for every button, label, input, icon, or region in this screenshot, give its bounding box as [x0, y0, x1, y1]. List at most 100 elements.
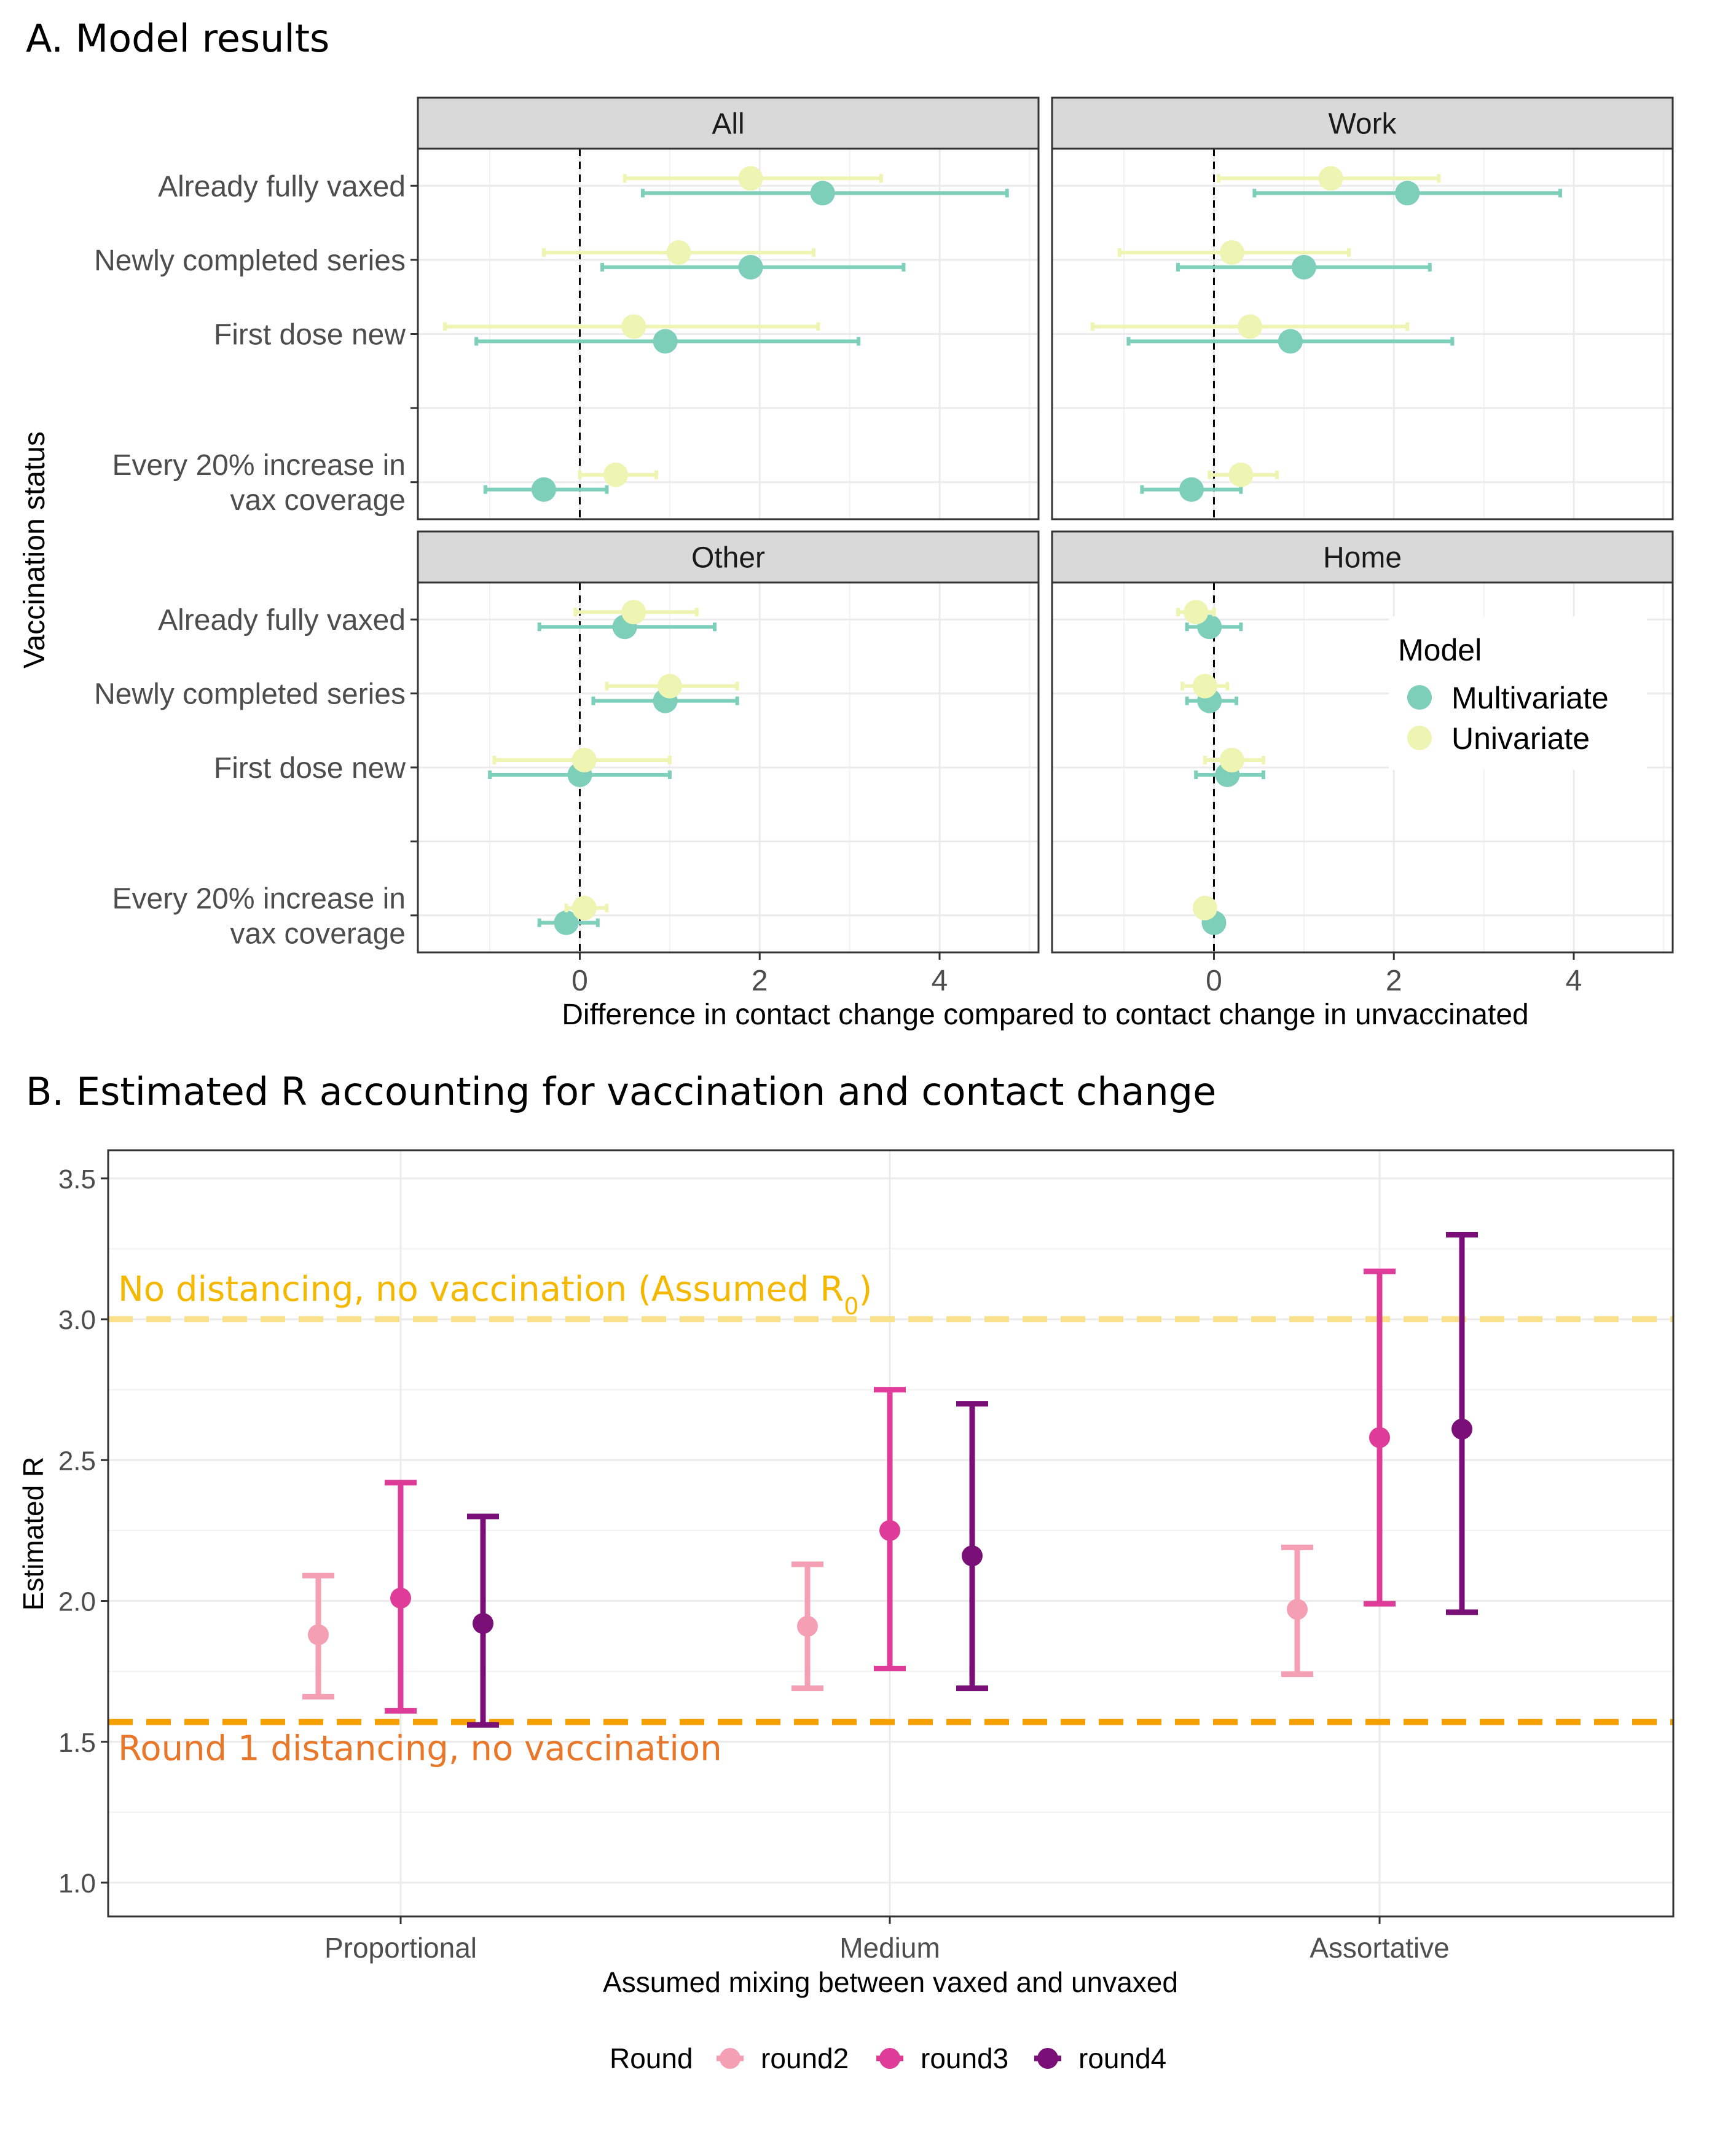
facet-border: [1051, 581, 1674, 954]
reference-line-label: Round 1 distancing, no vaccination: [118, 1729, 722, 1769]
point-multivariate: [531, 477, 556, 502]
point-multivariate: [1291, 254, 1316, 280]
legend-label: round3: [921, 2042, 1008, 2074]
label-subscript: 0: [844, 1293, 858, 1320]
x-tick-label: 4: [932, 965, 948, 997]
y-tick-label: 1.0: [58, 1869, 96, 1899]
legend-background: [1389, 616, 1647, 770]
x-tick-label: 0: [571, 965, 588, 997]
y-tick-label: vax coverage: [230, 917, 406, 950]
legend-key-point: [1407, 685, 1432, 710]
facet-strip: [1051, 96, 1674, 150]
legend-key-point: [720, 2048, 740, 2069]
x-tick-label: Proportional: [324, 1932, 477, 1964]
point-univariate: [1228, 462, 1254, 487]
y-tick-label: First dose new: [214, 752, 406, 785]
point-univariate: [738, 166, 763, 191]
y-tick-label: 3.5: [58, 1164, 96, 1194]
errorbar-point: [962, 1545, 983, 1567]
point-univariate: [666, 240, 691, 265]
legend-key-point: [1407, 726, 1432, 750]
errorbar-point: [1287, 1599, 1308, 1620]
legend-key-point: [1037, 2048, 1058, 2069]
facet-strip: [417, 530, 1040, 584]
y-tick-label: 3.0: [58, 1305, 96, 1335]
x-tick-label: Assortative: [1310, 1932, 1450, 1964]
errorbar-round4: [956, 1401, 988, 1692]
y-tick-label: First dose new: [214, 319, 406, 351]
point-multivariate: [810, 181, 835, 206]
y-tick-label: Every 20% increase in: [112, 449, 406, 482]
y-tick-label: Already fully vaxed: [158, 604, 406, 637]
legend-label: round2: [761, 2042, 849, 2074]
legend-key-point: [879, 2048, 900, 2069]
errorbar-point: [390, 1587, 411, 1609]
point-univariate: [657, 673, 682, 699]
errorbar-point: [1369, 1427, 1390, 1448]
point-univariate: [621, 314, 646, 339]
y-tick-label: 2.0: [58, 1587, 96, 1617]
y-tick-label: Newly completed series: [94, 245, 406, 277]
errorbar-round4: [1446, 1232, 1478, 1615]
x-tick-label: 2: [1386, 965, 1402, 997]
x-tick-label: 4: [1566, 965, 1582, 997]
errorbar-round3: [874, 1387, 906, 1672]
y-tick-label: 2.5: [58, 1446, 96, 1476]
point-univariate: [621, 600, 646, 625]
panel-a-title: A. Model results: [26, 16, 329, 61]
point-univariate: [571, 895, 597, 920]
x-axis-title: Assumed mixing between vaxed and unvaxed: [603, 1966, 1178, 1998]
y-tick-label: vax coverage: [230, 484, 406, 517]
facet-border: [1051, 147, 1674, 520]
errorbar-round2: [1281, 1544, 1313, 1677]
x-tick-label: 2: [752, 965, 768, 997]
point-univariate: [1318, 166, 1343, 191]
legend-title: Round: [610, 2042, 693, 2074]
facet-strip-label: All: [712, 108, 744, 141]
point-multivariate: [653, 329, 678, 354]
errorbar-point: [473, 1613, 493, 1634]
y-axis-title: Estimated R: [17, 1457, 49, 1611]
errorbar-point: [879, 1520, 900, 1541]
facet-strip: [417, 96, 1040, 150]
legend: Round round2 round3 round4: [610, 2042, 1166, 2074]
panel-b-r-estimates: No distancing, no vaccination (Assumed R…: [17, 1149, 1675, 2074]
point-univariate: [1219, 240, 1244, 265]
legend-label: Univariate: [1451, 721, 1590, 756]
point-univariate: [603, 462, 629, 487]
panel-a-forest-plot: All Already fully vaxed Newly completed se…: [18, 96, 1674, 1031]
y-tick-label: 1.5: [58, 1728, 96, 1758]
errorbar-round4: [467, 1513, 499, 1728]
legend-label: Multivariate: [1451, 681, 1609, 715]
point-multivariate: [1278, 329, 1303, 354]
label-suffix: ): [858, 1269, 872, 1309]
x-tick-label: Medium: [839, 1932, 940, 1964]
point-multivariate: [738, 254, 763, 280]
point-univariate: [1192, 673, 1217, 699]
x-axis-title: Difference in contact change compared to…: [562, 998, 1528, 1031]
y-tick-label: Every 20% increase in: [112, 882, 406, 915]
legend: Model Multivariate Univariate: [1389, 616, 1647, 770]
errorbar-point: [308, 1624, 329, 1645]
legend-label: round4: [1078, 2042, 1166, 2074]
facet-strip-label: Other: [691, 542, 765, 575]
point-univariate: [1184, 600, 1209, 625]
y-tick-label: Already fully vaxed: [158, 170, 406, 203]
facet-strip-label: Work: [1328, 108, 1397, 141]
point-multivariate: [554, 910, 579, 935]
errorbar-round3: [385, 1480, 417, 1714]
errorbar-point: [1451, 1418, 1472, 1440]
label-text: Round 1 distancing, no vaccination: [118, 1729, 722, 1769]
y-axis-title: Vaccination status: [18, 431, 51, 669]
reference-line-label: No distancing, no vaccination (Assumed R…: [118, 1269, 872, 1320]
y-tick-label: Newly completed series: [94, 678, 406, 711]
errorbar-round2: [302, 1572, 334, 1700]
point-multivariate: [1179, 477, 1204, 502]
label-text: No distancing, no vaccination (Assumed R: [118, 1269, 844, 1309]
facet-work: Work: [1051, 96, 1674, 520]
point-multivariate: [1395, 181, 1420, 206]
point-univariate: [1238, 314, 1263, 339]
panel-b-title: B. Estimated R accounting for vaccinatio…: [26, 1069, 1216, 1114]
facet-other: Other Already fully vaxed Newly completed …: [94, 530, 1040, 997]
